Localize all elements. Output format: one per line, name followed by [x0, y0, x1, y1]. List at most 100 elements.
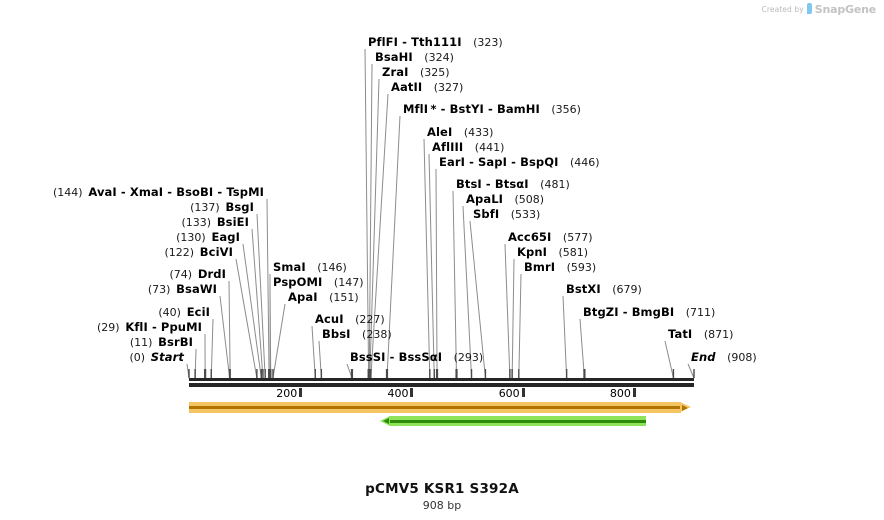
- ruler-tick-label: 200: [276, 387, 298, 400]
- enzyme-site-label[interactable]: Acc65I (577): [508, 231, 593, 244]
- snapgene-credit: Created by SnapGene: [761, 3, 876, 16]
- enzyme-name: BtsI - BtsαI: [456, 177, 529, 191]
- enzyme-site-label[interactable]: AcuI (227): [315, 313, 385, 326]
- enzyme-site-label[interactable]: (144) AvaI - XmaI - BsoBI - TspMI: [53, 186, 264, 199]
- enzyme-position: (508): [514, 193, 545, 206]
- enzyme-name: EarI - SapI - BspQI: [439, 155, 559, 169]
- green-arrow-head-line: [383, 418, 389, 424]
- enzyme-site-label[interactable]: ZraI (325): [382, 66, 450, 79]
- enzyme-name: PflFI - Tth111I: [368, 35, 462, 49]
- ruler-tick-label: 800: [609, 387, 631, 400]
- enzyme-site-label[interactable]: (74) DrdI: [170, 268, 226, 281]
- enzyme-position: (130): [176, 231, 206, 244]
- enzyme-site-label[interactable]: BbsI (238): [322, 328, 392, 341]
- enzyme-site-label[interactable]: MflI * - BstYI - BamHI (356): [403, 103, 581, 116]
- enzyme-site-label[interactable]: AatII (327): [391, 81, 463, 94]
- enzyme-name: BbsI: [322, 327, 351, 341]
- enzyme-name: BsaHI: [375, 50, 413, 64]
- enzyme-name: MflI * - BstYI - BamHI: [403, 102, 540, 116]
- enzyme-position: (151): [329, 291, 359, 304]
- enzyme-site-label[interactable]: BstXI (679): [566, 283, 642, 296]
- enzyme-position: (593): [566, 261, 597, 274]
- enzyme-site-label[interactable]: AleI (433): [427, 126, 493, 139]
- enzyme-site-label[interactable]: (40) EciI: [158, 306, 210, 319]
- enzyme-site-label[interactable]: PspOMI (147): [273, 276, 364, 289]
- enzyme-position: (137): [190, 201, 220, 214]
- backbone-line-top: [189, 378, 694, 381]
- enzyme-position: (227): [355, 313, 385, 326]
- enzyme-position: (122): [164, 246, 195, 259]
- enzyme-site-label[interactable]: BsaHI (324): [375, 51, 454, 64]
- enzyme-name: ApaI: [288, 290, 318, 304]
- enzyme-position: (0): [129, 351, 146, 364]
- enzyme-name: BssSI - BssSαI: [350, 350, 443, 364]
- enzyme-site-label[interactable]: (133) BsiEI: [181, 216, 249, 229]
- enzyme-site-label[interactable]: AflIII (441): [432, 141, 504, 154]
- enzyme-site-label[interactable]: BtsI - BtsαI (481): [456, 178, 570, 191]
- enzyme-position: (433): [463, 126, 494, 139]
- enzyme-name: PspOMI: [273, 275, 323, 289]
- enzyme-name: ApaLI: [466, 192, 503, 206]
- sequence-backbone: [189, 378, 694, 387]
- enzyme-name: AvaI - XmaI - BsoBI - TspMI: [88, 185, 264, 199]
- ruler-tick-label: 400: [387, 387, 409, 400]
- enzyme-site-label[interactable]: End (908): [691, 351, 757, 364]
- enzyme-site-label[interactable]: (122) BciVI: [164, 246, 233, 259]
- enzyme-name: EagI: [211, 230, 240, 244]
- enzyme-position: (481): [540, 178, 570, 191]
- enzyme-site-label[interactable]: EarI - SapI - BspQI (446): [439, 156, 600, 169]
- enzyme-site-label[interactable]: PflFI - Tth111I (323): [368, 36, 503, 49]
- enzyme-position: (679): [612, 283, 642, 296]
- enzyme-site-label[interactable]: (130) EagI: [176, 231, 240, 244]
- enzyme-position: (908): [727, 351, 757, 364]
- enzyme-site-label[interactable]: ApaI (151): [288, 291, 359, 304]
- enzyme-position: (581): [558, 246, 589, 259]
- enzyme-site-label[interactable]: (0) Start: [129, 351, 184, 364]
- enzyme-name: BtgZI - BmgBI: [583, 305, 675, 319]
- ruler-tick: [521, 388, 525, 397]
- enzyme-position: (533): [510, 208, 541, 221]
- enzyme-name: BstXI: [566, 282, 601, 296]
- orange-feature-arrow[interactable]: [189, 402, 691, 413]
- enzyme-site-label[interactable]: ApaLI (508): [466, 193, 544, 206]
- ruler-tick: [299, 388, 303, 397]
- ruler-tick-label: 600: [498, 387, 520, 400]
- enzyme-name: DrdI: [197, 267, 226, 281]
- enzyme-position: (871): [703, 328, 734, 341]
- enzyme-name: KpnI: [517, 245, 548, 259]
- enzyme-position: (446): [569, 156, 600, 169]
- ruler-tick: [410, 388, 414, 397]
- enzyme-name: Start: [150, 350, 184, 364]
- enzyme-position: (324): [424, 51, 454, 64]
- enzyme-name: Acc65I: [508, 230, 552, 244]
- enzyme-site-label[interactable]: BtgZI - BmgBI (711): [583, 306, 715, 319]
- orange-arrow-line: [189, 406, 681, 409]
- enzyme-site-label[interactable]: BmrI (593): [524, 261, 596, 274]
- enzyme-name: EciI: [186, 305, 210, 319]
- enzyme-position: (327): [433, 81, 464, 94]
- enzyme-name: KflI - PpuMI: [125, 320, 202, 334]
- credit-brand-text: SnapGene: [814, 3, 876, 16]
- enzyme-site-label[interactable]: (11) BsrBI: [130, 336, 193, 349]
- credit-prefix-text: Created by: [761, 5, 804, 14]
- enzyme-position: (133): [181, 216, 212, 229]
- enzyme-site-label[interactable]: (29) KflI - PpuMI: [97, 321, 202, 334]
- enzyme-name: AleI: [427, 125, 453, 139]
- enzyme-name: TatI: [668, 327, 693, 341]
- enzyme-site-label[interactable]: SmaI (146): [273, 261, 347, 274]
- enzyme-position: (146): [317, 261, 347, 274]
- enzyme-name: BmrI: [524, 260, 556, 274]
- enzyme-site-label[interactable]: (137) BsgI: [190, 201, 254, 214]
- enzyme-site-label[interactable]: SbfI (533): [473, 208, 540, 221]
- enzyme-position: (711): [685, 306, 716, 319]
- enzyme-site-label[interactable]: KpnI (581): [517, 246, 588, 259]
- green-feature-arrow[interactable]: [380, 416, 646, 426]
- enzyme-site-label[interactable]: (73) BsaWI: [148, 283, 217, 296]
- enzyme-position: (441): [474, 141, 505, 154]
- enzyme-position: (40): [158, 306, 181, 319]
- enzyme-position: (577): [562, 231, 593, 244]
- enzyme-position: (29): [96, 321, 120, 334]
- enzyme-position: (293): [453, 351, 484, 364]
- enzyme-site-label[interactable]: BssSI - BssSαI (293): [350, 351, 483, 364]
- enzyme-site-label[interactable]: TatI (871): [668, 328, 733, 341]
